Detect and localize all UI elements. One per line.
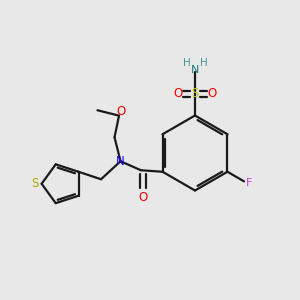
Text: S: S (191, 87, 199, 101)
Text: O: O (139, 191, 148, 204)
Text: F: F (246, 178, 253, 188)
Text: S: S (31, 177, 39, 190)
Text: H: H (200, 58, 207, 68)
Text: N: N (191, 65, 199, 75)
Text: O: O (116, 105, 125, 118)
Text: H: H (183, 58, 190, 68)
Text: O: O (173, 87, 182, 101)
Text: O: O (208, 87, 217, 101)
Text: N: N (116, 155, 125, 168)
